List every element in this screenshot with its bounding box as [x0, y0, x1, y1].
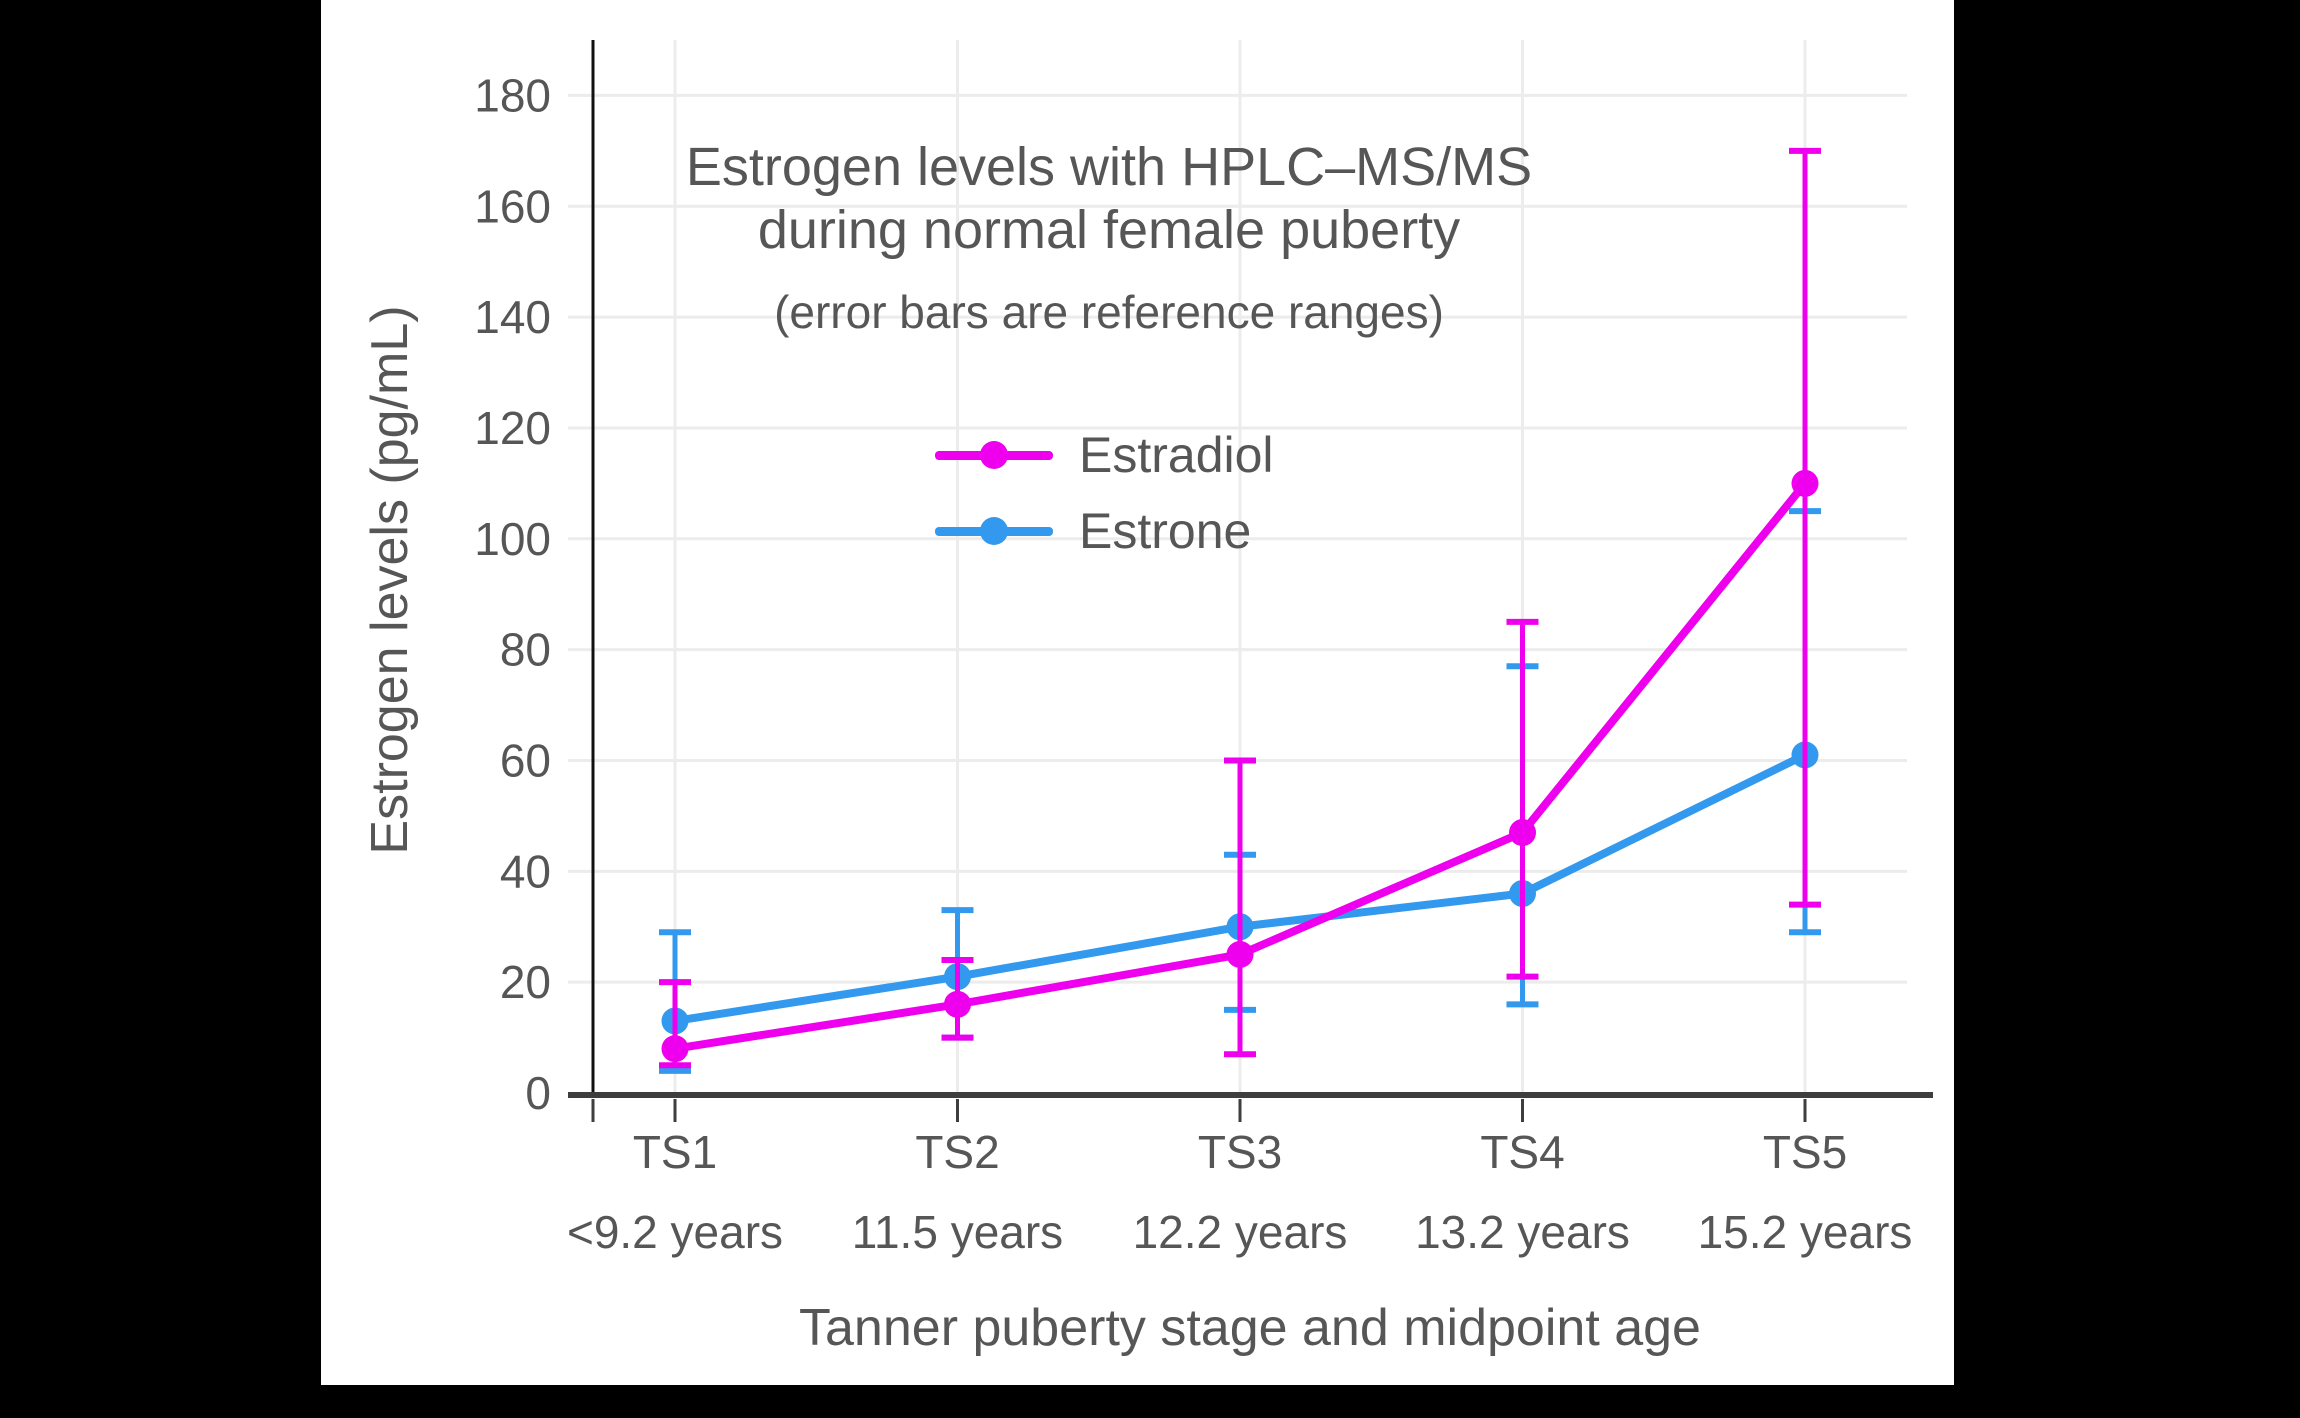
legend-item-estrone: Estrone [935, 493, 1251, 569]
x-tick-label-ts2: TS2 [915, 1126, 999, 1178]
point-estradiol-ts2 [944, 990, 971, 1018]
y-tick-label-120: 120 [474, 402, 551, 454]
legend-label-estrone: Estrone [1079, 503, 1252, 559]
plot-svg: 0 20 40 60 80 100 120 140 160 180 TS1 <9.2 years TS2… [474, 40, 1933, 1258]
y-tick-label-40: 40 [500, 845, 551, 897]
point-estradiol-ts4 [1509, 819, 1536, 847]
y-tick-label-140: 140 [474, 291, 551, 343]
x-tick-label-ts5: TS5 [1763, 1126, 1847, 1178]
legend-swatch-estradiol [935, 440, 1053, 470]
legend-dot-icon [980, 517, 1008, 545]
legend-swatch-estrone [935, 516, 1053, 546]
y-tick-label-0: 0 [525, 1067, 551, 1119]
x-age-label-ts2: 11.5 years [852, 1206, 1063, 1258]
x-tick-label-ts1: TS1 [633, 1126, 717, 1178]
y-tick-label-20: 20 [500, 956, 551, 1008]
legend-item-estradiol: Estradiol [935, 417, 1274, 493]
x-tick-label-ts4: TS4 [1480, 1126, 1564, 1178]
x-tick-label-ts3: TS3 [1198, 1126, 1282, 1178]
point-estradiol-ts3 [1226, 940, 1254, 968]
y-tick-label-180: 180 [474, 69, 551, 121]
chart-title-block: Estrogen levels with HPLC–MS/MS during n… [459, 136, 1759, 338]
y-tick-label-80: 80 [500, 624, 551, 676]
y-tick-label-160: 160 [474, 180, 551, 232]
point-estradiol-ts5 [1791, 469, 1819, 497]
chart-title-line1: Estrogen levels with HPLC–MS/MS [685, 137, 1533, 197]
point-estradiol-ts1 [661, 1035, 689, 1063]
x-age-label-ts5: 15.2 years [1698, 1206, 1913, 1258]
legend-dot-icon [980, 441, 1008, 469]
x-age-label-ts3: 12.2 years [1133, 1206, 1348, 1258]
x-age-label-ts4: 13.2 years [1415, 1206, 1630, 1258]
legend-label-estradiol: Estradiol [1079, 427, 1274, 483]
y-axis-title: Estrogen levels (pg/mL) [361, 305, 419, 855]
chart-subtitle: (error bars are reference ranges) [774, 286, 1444, 338]
chart-image: 0 20 40 60 80 100 120 140 160 180 TS1 <9.2 years TS2… [321, 0, 1954, 1385]
chart-title-line2: during normal female puberty [757, 200, 1461, 260]
x-age-label-ts1: <9.2 years [567, 1206, 783, 1258]
y-tick-label-100: 100 [474, 513, 551, 565]
y-tick-label-60: 60 [500, 734, 551, 786]
x-axis-title: Tanner puberty stage and midpoint age [799, 1299, 1701, 1357]
